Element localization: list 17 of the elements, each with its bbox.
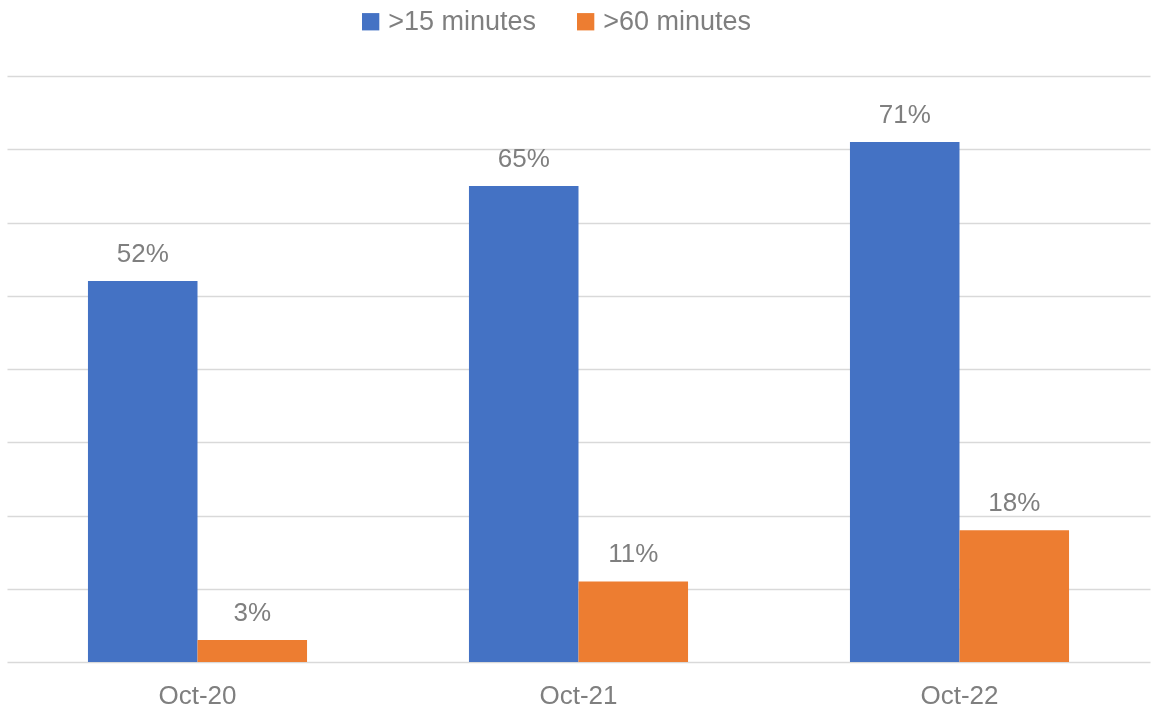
- x-tick-label: Oct-20: [158, 679, 237, 710]
- bar: [578, 581, 689, 662]
- x-tick-label: Oct-22: [920, 679, 999, 710]
- legend-label: >15 minutes: [388, 5, 536, 36]
- data-label: 65%: [497, 142, 550, 173]
- data-label: 3%: [233, 597, 272, 628]
- bar: [87, 281, 198, 662]
- data-label: 11%: [608, 538, 659, 569]
- data-label: 71%: [878, 98, 931, 129]
- data-label: 18%: [988, 487, 1041, 518]
- bar: [468, 185, 579, 662]
- bar: [197, 640, 308, 662]
- x-tick-label: Oct-21: [539, 679, 618, 710]
- data-label: 52%: [116, 238, 169, 269]
- bar: [959, 530, 1070, 662]
- bar: [849, 141, 960, 662]
- legend-label: >60 minutes: [603, 5, 751, 36]
